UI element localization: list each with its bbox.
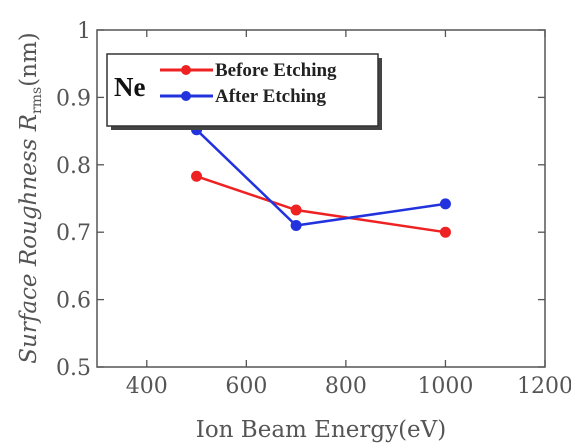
y-tick-label-1: 0.6: [56, 289, 91, 314]
tick-labels: 400 600 800 1000 1200 0.5 0.6 0.7 0.8 0.9 1: [56, 19, 571, 399]
y-axis-label-sub: rms: [29, 87, 45, 114]
y-axis-label-unit: (nm): [16, 32, 42, 87]
series-0-point-1: [290, 204, 302, 216]
y-tick-label-2: 0.7: [56, 221, 91, 246]
y-tick-label-5: 1: [77, 19, 91, 44]
y-axis-label: Surface Roughness Rrms(nm): [16, 32, 45, 364]
annotation-ne: Ne: [114, 72, 145, 102]
series-0-point-0: [191, 170, 203, 182]
x-tick-label-1: 600: [225, 374, 267, 399]
legend-marker-before: [181, 65, 191, 75]
ticks: [97, 29, 546, 368]
legend-marker-after: [181, 91, 191, 101]
series-1-point-2: [439, 198, 451, 210]
y-tick-label-0: 0.5: [56, 356, 91, 381]
x-tick-label-3: 1000: [417, 374, 473, 399]
plot-frame: [96, 29, 546, 368]
x-tick-label-0: 400: [126, 374, 168, 399]
series-1-point-1: [290, 219, 302, 231]
x-axis-label: Ion Beam Energy(eV): [196, 417, 447, 443]
legend-label-after: After Etching: [215, 86, 326, 107]
legend: Ne Before Etching After Etching: [106, 53, 382, 130]
series-group: [191, 124, 451, 238]
series-line-1: [195, 128, 446, 227]
legend-box: [106, 53, 379, 127]
y-tick-label-4: 0.9: [56, 86, 91, 111]
y-tick-label-3: 0.8: [56, 154, 91, 179]
y-axis-label-main: Surface Roughness R: [16, 114, 42, 364]
legend-label-before: Before Etching: [215, 60, 337, 81]
series-line-0: [196, 175, 446, 234]
x-tick-label-4: 1200: [517, 374, 571, 399]
series-0-point-2: [439, 226, 451, 238]
x-tick-label-2: 800: [325, 374, 367, 399]
